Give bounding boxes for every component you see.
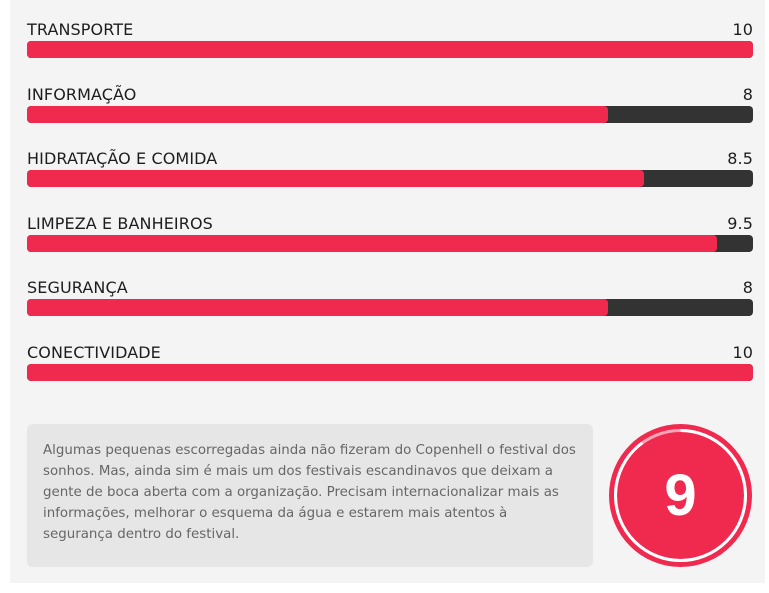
rating-bar bbox=[27, 105, 753, 123]
rating-value: 10 bbox=[732, 20, 753, 39]
rating-bar-fill bbox=[27, 105, 608, 123]
review-summary-text: Algumas pequenas escorregadas ainda não … bbox=[43, 443, 576, 542]
score-ring-progress bbox=[614, 429, 747, 562]
rating-value: 8.5 bbox=[727, 149, 753, 168]
rating-label: CONECTIVIDADE bbox=[27, 342, 161, 362]
rating-bar bbox=[27, 363, 753, 381]
rating-bar bbox=[27, 41, 753, 58]
overall-score-badge: 9 bbox=[609, 424, 752, 567]
rating-row: HIDRATAÇÃO E COMIDA 8.5 bbox=[27, 146, 753, 187]
rating-value: 9.5 bbox=[727, 213, 753, 233]
rating-bar bbox=[27, 299, 753, 316]
rating-bar-fill bbox=[27, 41, 753, 58]
rating-value: 8 bbox=[742, 278, 753, 297]
rating-bar bbox=[27, 170, 753, 187]
rating-bar-fill bbox=[27, 363, 753, 381]
rating-bar-fill bbox=[27, 299, 608, 316]
rating-bar-fill bbox=[27, 234, 717, 252]
rating-label: HIDRATAÇÃO E COMIDA bbox=[27, 149, 218, 168]
review-summary-box: Algumas pequenas escorregadas ainda não … bbox=[27, 424, 593, 567]
rating-row: INFORMAÇÃO 8 bbox=[27, 82, 753, 123]
rating-label: SEGURANÇA bbox=[27, 278, 128, 297]
overall-score-value: 9 bbox=[664, 463, 697, 528]
rating-value: 8 bbox=[742, 84, 753, 104]
rating-row: SEGURANÇA 8 bbox=[27, 275, 753, 316]
rating-bar-fill bbox=[27, 170, 645, 187]
rating-bar bbox=[27, 234, 753, 252]
rating-value: 10 bbox=[732, 342, 753, 362]
score-ring-icon bbox=[609, 424, 752, 567]
rating-row: CONECTIVIDADE 10 bbox=[27, 340, 753, 381]
rating-label: INFORMAÇÃO bbox=[27, 84, 137, 104]
rating-label: LIMPEZA E BANHEIROS bbox=[27, 213, 213, 233]
score-badge-background bbox=[609, 424, 752, 567]
rating-row: LIMPEZA E BANHEIROS 9.5 bbox=[27, 211, 753, 252]
rating-row: TRANSPORTE 10 bbox=[27, 17, 753, 58]
rating-label: TRANSPORTE bbox=[27, 20, 134, 39]
